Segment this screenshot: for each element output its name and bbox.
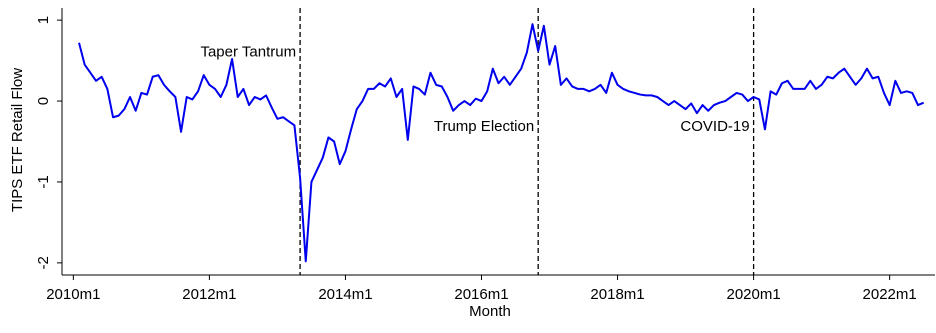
y-axis-label: TIPS ETF Retail Flow xyxy=(9,68,26,212)
x-tick-label: 2016m1 xyxy=(454,286,508,303)
x-tick-label: 2018m1 xyxy=(590,286,644,303)
y-tick-label: -2 xyxy=(35,256,52,269)
x-tick-label: 2020m1 xyxy=(726,286,780,303)
x-tick-label: 2022m1 xyxy=(863,286,917,303)
event-label: Trump Election xyxy=(434,118,534,135)
y-tick-label: 0 xyxy=(35,97,52,105)
event-label: COVID-19 xyxy=(680,118,749,135)
x-tick-label: 2014m1 xyxy=(318,286,372,303)
x-tick-label: 2012m1 xyxy=(182,286,236,303)
y-tick-label: -1 xyxy=(35,175,52,188)
event-label: Taper Tantrum xyxy=(200,43,296,60)
x-tick-label: 2010m1 xyxy=(46,286,100,303)
x-axis-label: Month xyxy=(469,303,511,320)
y-tick-label: 1 xyxy=(35,16,52,24)
data-line xyxy=(78,23,925,263)
